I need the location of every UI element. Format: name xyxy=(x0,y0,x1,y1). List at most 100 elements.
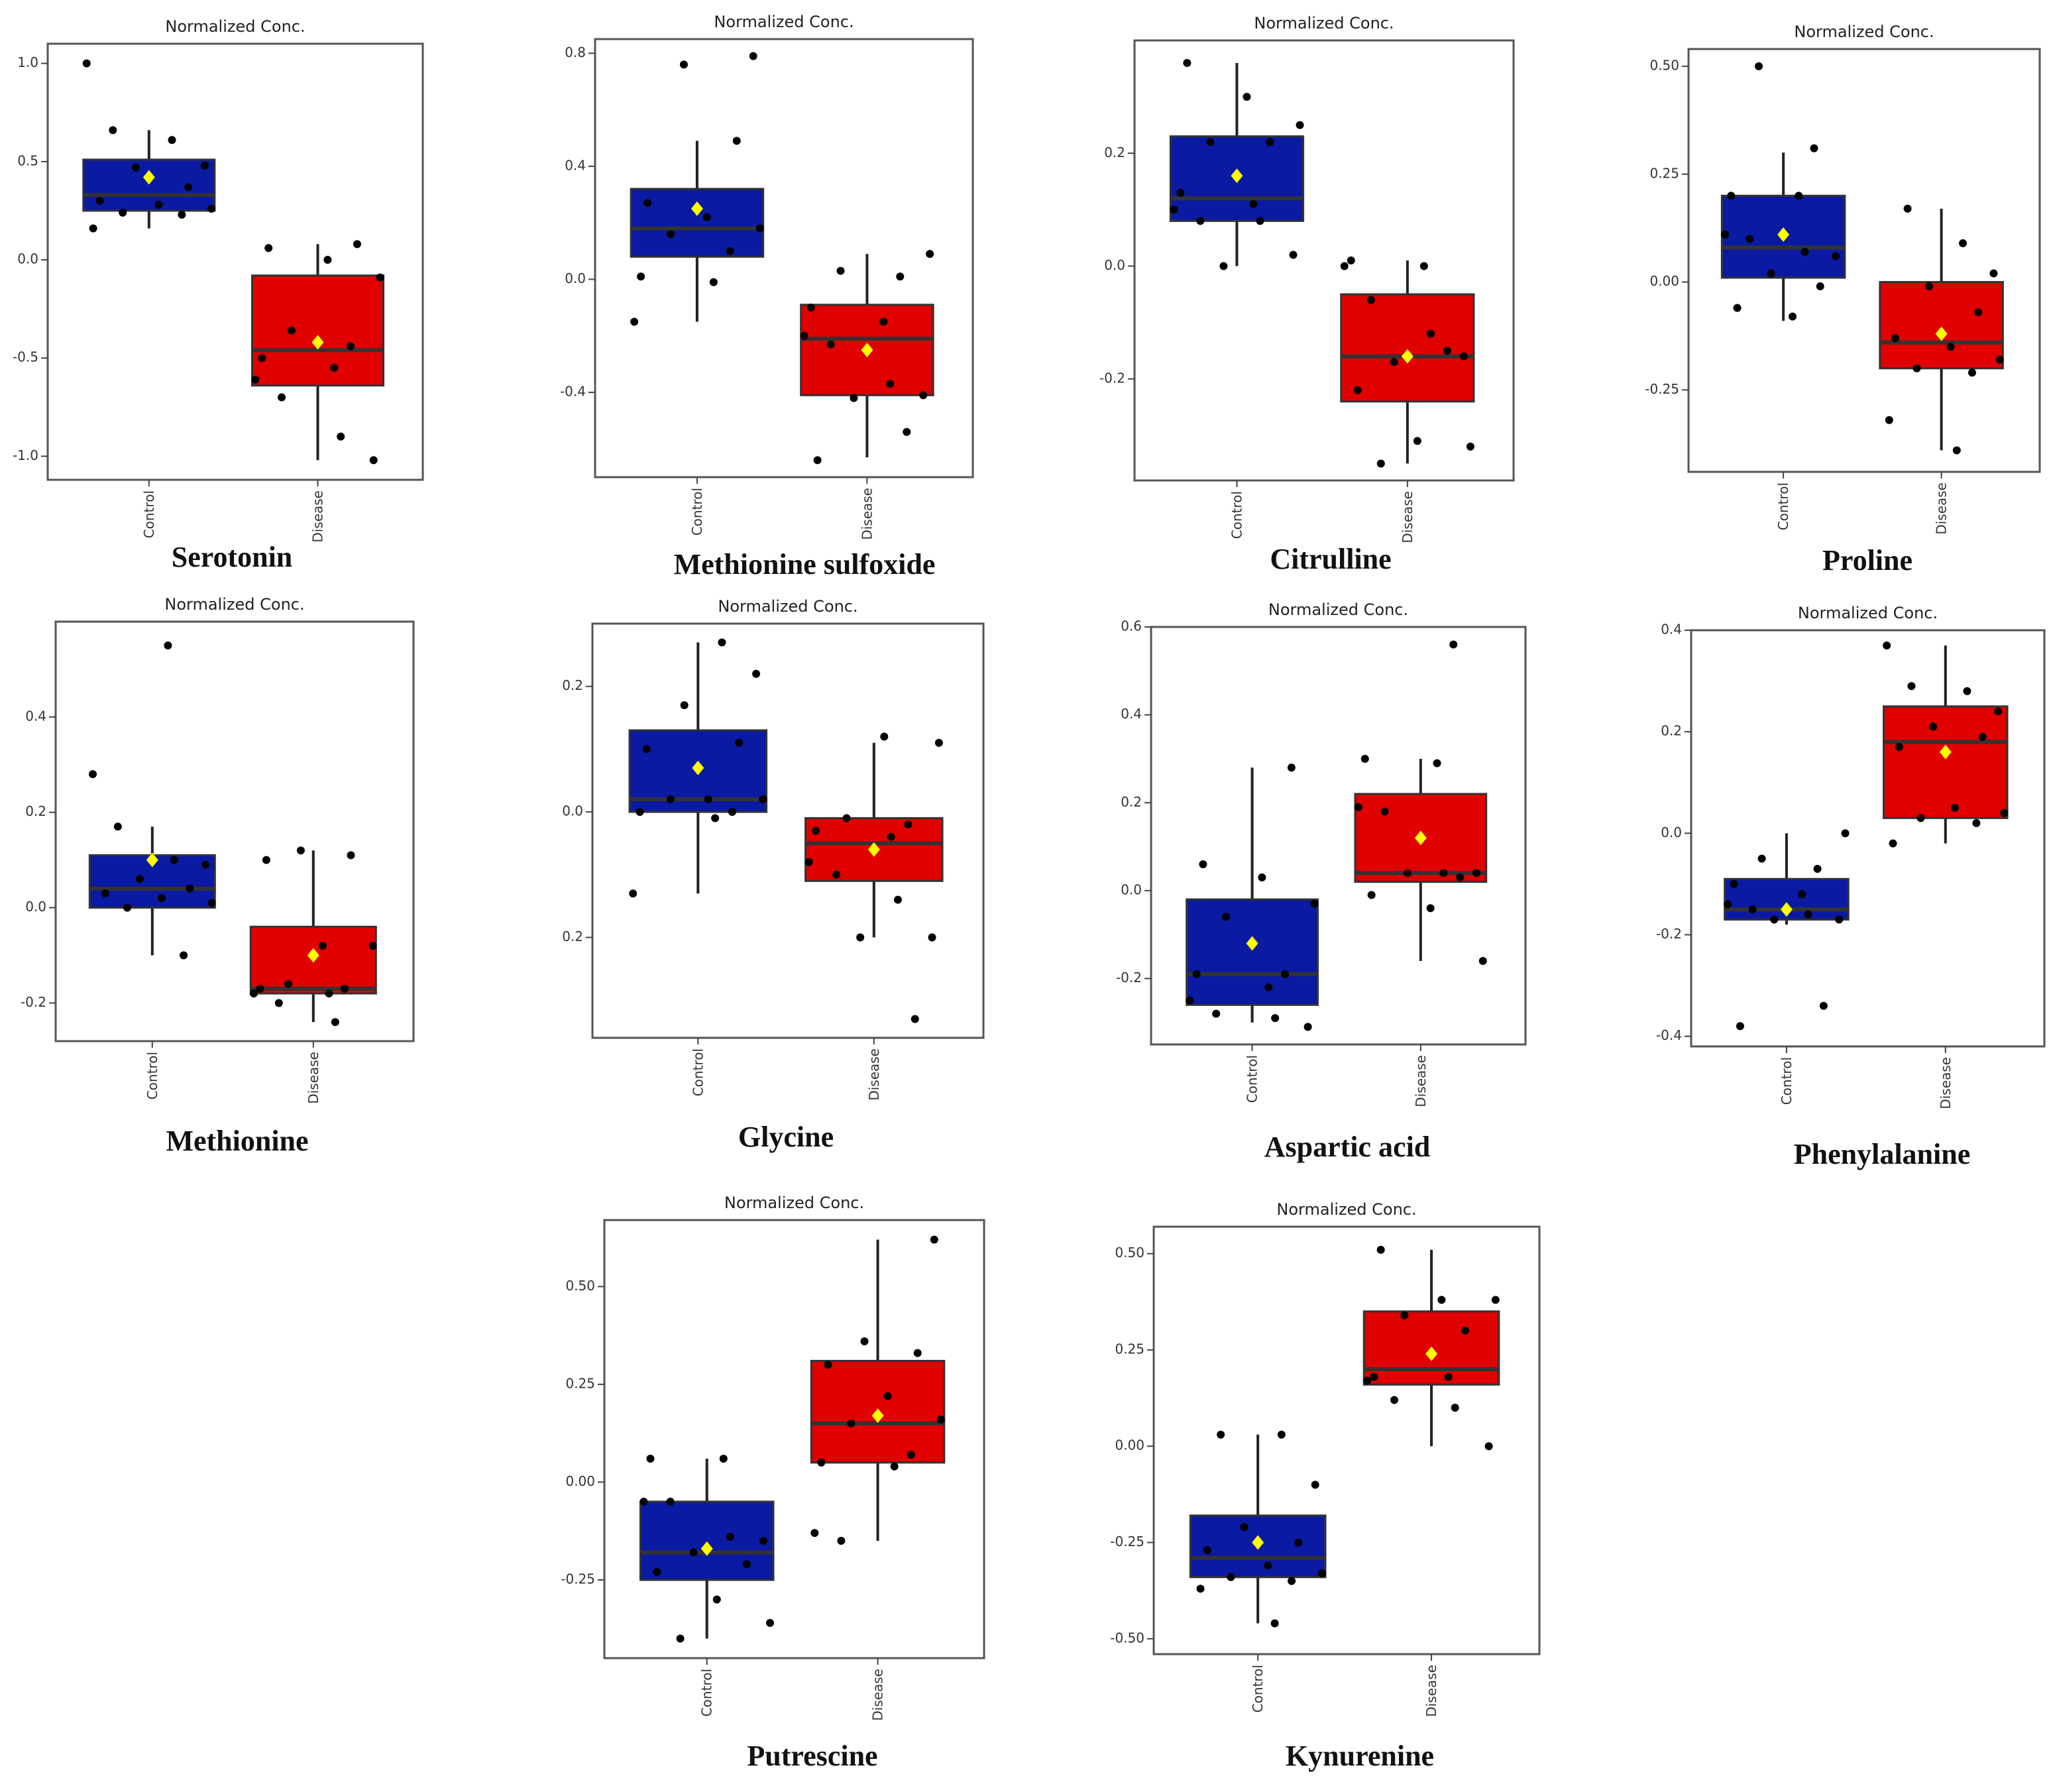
data-point xyxy=(168,136,176,144)
data-point xyxy=(1767,269,1775,278)
data-point xyxy=(1989,269,1998,278)
data-point xyxy=(1183,59,1192,68)
metabolite-label: Citrulline xyxy=(1270,543,1391,575)
data-point xyxy=(1192,970,1201,978)
data-point xyxy=(154,201,163,209)
data-point xyxy=(883,1392,892,1400)
y-tick-label: 0.0 xyxy=(565,270,586,286)
data-point xyxy=(1895,743,1903,752)
data-point xyxy=(207,899,216,907)
data-point xyxy=(376,273,384,282)
data-point xyxy=(1363,1376,1372,1385)
mean-marker xyxy=(146,852,158,868)
data-point xyxy=(1748,905,1757,914)
x-tick-label-control: Control xyxy=(141,490,157,538)
series-disease xyxy=(1354,640,1488,965)
data-point xyxy=(119,208,127,217)
data-point xyxy=(1426,904,1435,913)
data-point xyxy=(636,808,644,816)
data-point xyxy=(170,856,178,864)
data-point xyxy=(1256,217,1264,225)
data-point xyxy=(930,1235,938,1244)
box-control xyxy=(630,188,765,258)
data-point xyxy=(726,1533,734,1541)
series-control xyxy=(628,638,768,898)
y-tick-label: -0.5 xyxy=(13,349,38,365)
data-point xyxy=(805,858,813,866)
data-point xyxy=(1390,358,1398,366)
data-point xyxy=(1400,1311,1409,1319)
data-point xyxy=(646,1455,655,1463)
y-tick-label: 0.8 xyxy=(565,44,586,60)
data-point xyxy=(1426,329,1435,338)
data-point xyxy=(1994,707,2003,716)
data-point xyxy=(934,738,943,747)
box-disease xyxy=(1879,281,2004,370)
series-disease xyxy=(1340,256,1475,468)
data-point xyxy=(759,795,767,804)
data-point xyxy=(1354,803,1362,811)
data-point xyxy=(1404,869,1412,877)
data-point xyxy=(1222,913,1230,921)
data-point xyxy=(157,894,166,903)
data-point xyxy=(1451,1404,1459,1412)
data-point xyxy=(765,1618,774,1627)
y-tick-label: 0.50 xyxy=(565,1278,595,1294)
data-point xyxy=(1795,192,1803,200)
x-tick-label-disease: Disease xyxy=(1413,1055,1429,1107)
data-point xyxy=(1995,355,2004,364)
x-tick-label-disease: Disease xyxy=(866,1048,882,1101)
data-point xyxy=(837,1536,846,1545)
data-point xyxy=(1925,282,1934,291)
data-point xyxy=(330,364,339,372)
x-tick-label-control: Control xyxy=(144,1052,160,1099)
data-point xyxy=(1219,262,1228,270)
data-point xyxy=(928,933,936,942)
data-point xyxy=(341,984,349,993)
data-point xyxy=(680,701,689,710)
mean-marker xyxy=(307,948,319,963)
plot-frame xyxy=(46,42,424,481)
data-point xyxy=(1963,687,1971,695)
y-tick-label: 0.0 xyxy=(17,251,38,267)
y-tick-label: 0.25 xyxy=(1115,1341,1144,1357)
data-point xyxy=(1883,641,1891,649)
data-point xyxy=(879,317,888,326)
y-tick-label: 0.2 xyxy=(562,677,583,693)
metabolite-label: Methionine xyxy=(166,1125,308,1157)
data-point xyxy=(284,980,292,988)
data-point xyxy=(1755,62,1763,71)
data-point xyxy=(759,1536,767,1545)
data-point xyxy=(1903,204,1912,213)
data-point xyxy=(180,951,188,960)
data-point xyxy=(95,197,104,205)
y-tick-label: -0.4 xyxy=(560,384,586,400)
data-point xyxy=(719,1455,728,1463)
data-point xyxy=(331,1018,339,1027)
data-point xyxy=(842,814,851,822)
data-point xyxy=(1770,915,1779,924)
data-point xyxy=(826,340,835,349)
box-control xyxy=(82,158,216,212)
metabolite-label: Aspartic acid xyxy=(1264,1131,1431,1163)
y-tick-label: 0.5 xyxy=(17,152,38,168)
data-point xyxy=(709,278,718,286)
data-point xyxy=(880,732,889,741)
data-point xyxy=(1439,869,1448,877)
data-point xyxy=(1203,1546,1211,1555)
data-point xyxy=(264,244,273,252)
data-point xyxy=(887,832,895,841)
panel-title: Normalized Conc. xyxy=(714,13,854,31)
data-point xyxy=(1491,1296,1500,1304)
data-point xyxy=(1206,138,1215,146)
data-point xyxy=(1212,1009,1221,1018)
y-tick-label: -1.0 xyxy=(13,447,38,463)
x-tick-label-control: Control xyxy=(1250,1665,1266,1712)
series-control xyxy=(1720,62,1846,321)
data-point xyxy=(1978,732,1987,741)
mean-marker xyxy=(1777,227,1790,242)
mean-marker xyxy=(142,170,155,185)
data-point xyxy=(1240,1523,1248,1532)
data-point xyxy=(1472,869,1480,877)
x-tick-label-disease: Disease xyxy=(1400,491,1415,543)
